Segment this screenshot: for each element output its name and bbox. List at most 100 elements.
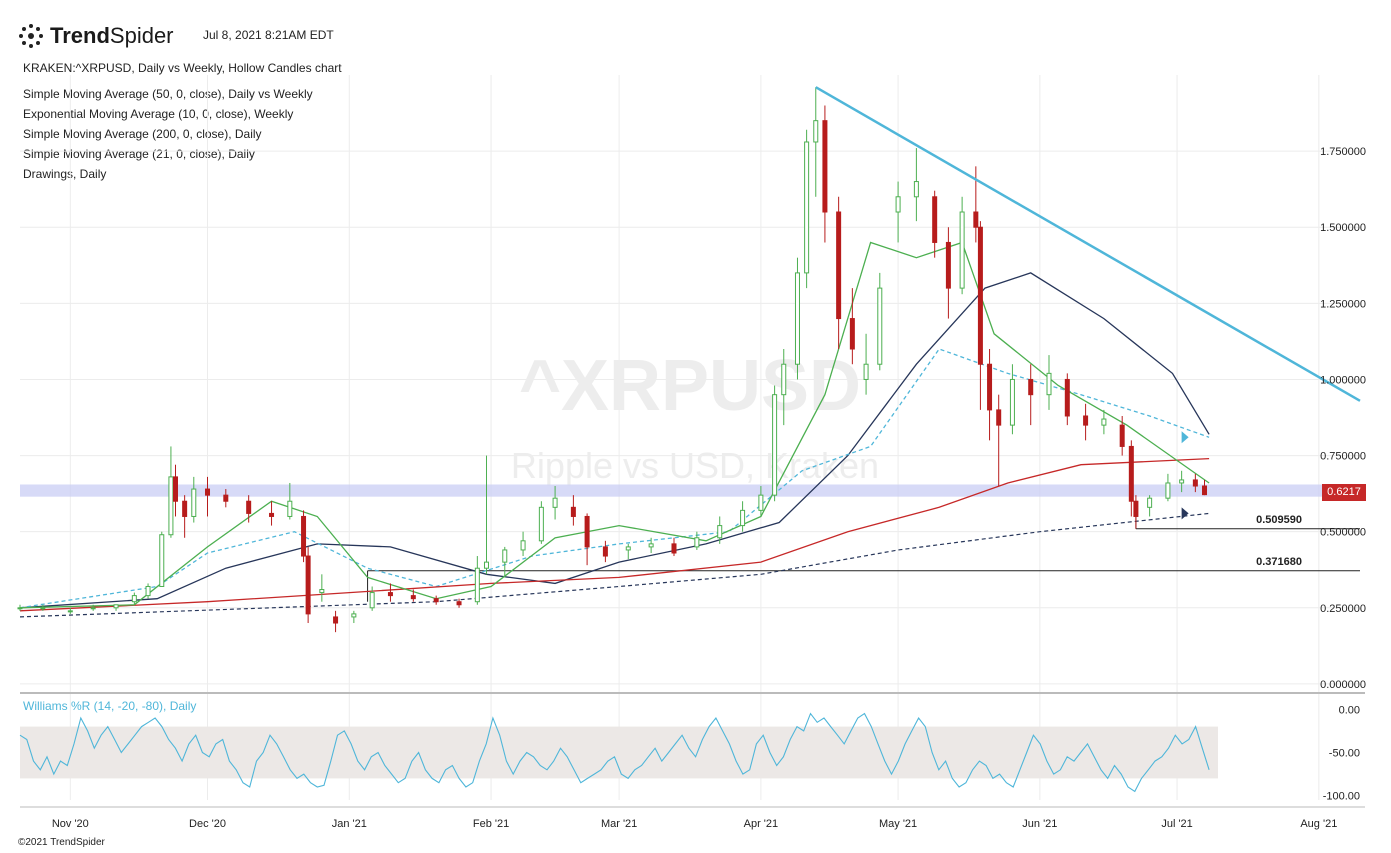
candle-body [973, 211, 979, 228]
time-axis: Nov '20 Dec '20 Jan '21 Feb '21 Mar '21 Apr '… [52, 818, 1337, 830]
candle-body [694, 537, 700, 548]
candle-body [996, 409, 1002, 426]
support-band-rect [20, 484, 1360, 497]
candle-body [502, 549, 508, 563]
candle-body [836, 211, 842, 320]
candle-body [333, 616, 339, 624]
horizontal-levels[interactable]: 0.509590 0.371680 [367, 513, 1360, 602]
candle-body [1083, 415, 1089, 426]
candle-body [1064, 378, 1070, 417]
candle-body [1202, 485, 1208, 496]
candle-body [932, 196, 938, 243]
arrow-marker-icon [1181, 431, 1189, 444]
candle-body [794, 272, 800, 365]
y-tick-label: 1.250000 [1320, 298, 1366, 310]
candle-body [1119, 424, 1125, 447]
candle-body [287, 500, 293, 517]
y-tick-label: 1.500000 [1320, 222, 1366, 234]
y-tick-label: 0.000000 [1320, 679, 1366, 691]
price-axis: 0.000000 0.250000 0.500000 0.750000 1.000000… [1320, 146, 1366, 691]
candle-body [1046, 372, 1052, 396]
candle-body [90, 607, 96, 610]
x-tick-label: Feb '21 [473, 818, 509, 830]
legend-drawings[interactable]: Drawings, Daily [23, 167, 107, 181]
candle-body [895, 196, 901, 213]
candle-body [410, 595, 416, 600]
trendline-path [815, 86, 1361, 402]
candle-body [538, 506, 544, 542]
candle-body [740, 509, 746, 527]
candle-body [246, 500, 252, 514]
candle-body [913, 181, 919, 198]
legend-sma200[interactable]: Simple Moving Average (200, 0, close), D… [23, 127, 262, 141]
trendline[interactable] [815, 86, 1361, 402]
brand-light: Spider [109, 23, 174, 48]
candle-body [877, 287, 883, 365]
candle-body [813, 120, 819, 143]
legend-ema10[interactable]: Exponential Moving Average (10, 0, close… [23, 107, 294, 121]
level-label: 0.371680 [1256, 556, 1302, 568]
ma-line [19, 457, 1210, 612]
x-tick-label: Apr '21 [744, 818, 779, 830]
x-tick-label: Nov '20 [52, 818, 89, 830]
grid-lines [20, 75, 1365, 808]
candle-body [987, 363, 993, 411]
moving-averages [19, 241, 1210, 618]
x-tick-label: Aug '21 [1300, 818, 1337, 830]
copyright: ©2021 TrendSpider [18, 837, 105, 848]
spider-logo-icon [19, 24, 43, 48]
watermark-symbol: ^XRPUSD [519, 346, 861, 426]
x-tick-label: May '21 [879, 818, 917, 830]
weekly-sma-dashed [19, 512, 1210, 618]
y-tick-label: 1.750000 [1320, 146, 1366, 158]
candle-body [269, 512, 275, 517]
candle-body [191, 488, 197, 517]
indicator-label[interactable]: Williams %R (14, -20, -80), Daily [23, 699, 196, 713]
wr-tick-label: -100.00 [1323, 791, 1360, 803]
candle-body [977, 226, 983, 365]
legend-sma50[interactable]: Simple Moving Average (50, 0, close), Da… [23, 87, 313, 101]
candle-body [1101, 418, 1107, 426]
candle-body [182, 500, 188, 517]
candle-body [113, 604, 119, 609]
candle-body [1128, 445, 1134, 502]
candle-body [520, 540, 526, 551]
candle-body [1133, 500, 1139, 517]
last-price-tag: 0.6217 [1322, 484, 1366, 501]
candles [17, 87, 1208, 633]
candle-body [804, 141, 810, 274]
candle-body [223, 494, 229, 502]
x-tick-label: Mar '21 [601, 818, 637, 830]
candle-body [758, 494, 764, 511]
candle-body [1147, 497, 1153, 508]
ma-line [19, 241, 1210, 609]
candle-body [67, 610, 73, 613]
candle-body [625, 546, 631, 551]
candle-body [959, 211, 965, 289]
candle-body [781, 363, 787, 396]
candle-body [301, 515, 307, 557]
candle-body [822, 120, 828, 213]
wr-band [20, 726, 1218, 779]
candle-body [1179, 479, 1185, 484]
x-tick-label: Jul '21 [1161, 818, 1192, 830]
support-band [20, 484, 1360, 497]
brand-bold: Trend [50, 23, 110, 48]
candle-body [570, 506, 576, 517]
x-tick-label: Jan '21 [332, 818, 367, 830]
candle-body [648, 543, 654, 548]
candle-body [305, 555, 311, 615]
candle-body [456, 601, 462, 606]
candle-body [40, 607, 46, 610]
legend-sma21[interactable]: Simple Moving Average (21, 0, close), Da… [23, 147, 255, 161]
candle-body [552, 497, 558, 508]
y-tick-label: 0.500000 [1320, 527, 1366, 539]
y-tick-label: 0.250000 [1320, 603, 1366, 615]
candle-body [1028, 378, 1034, 396]
candle-body [172, 476, 178, 502]
candle-body [205, 488, 211, 496]
candle-body [717, 525, 723, 539]
level-label: 0.509590 [1256, 514, 1302, 526]
